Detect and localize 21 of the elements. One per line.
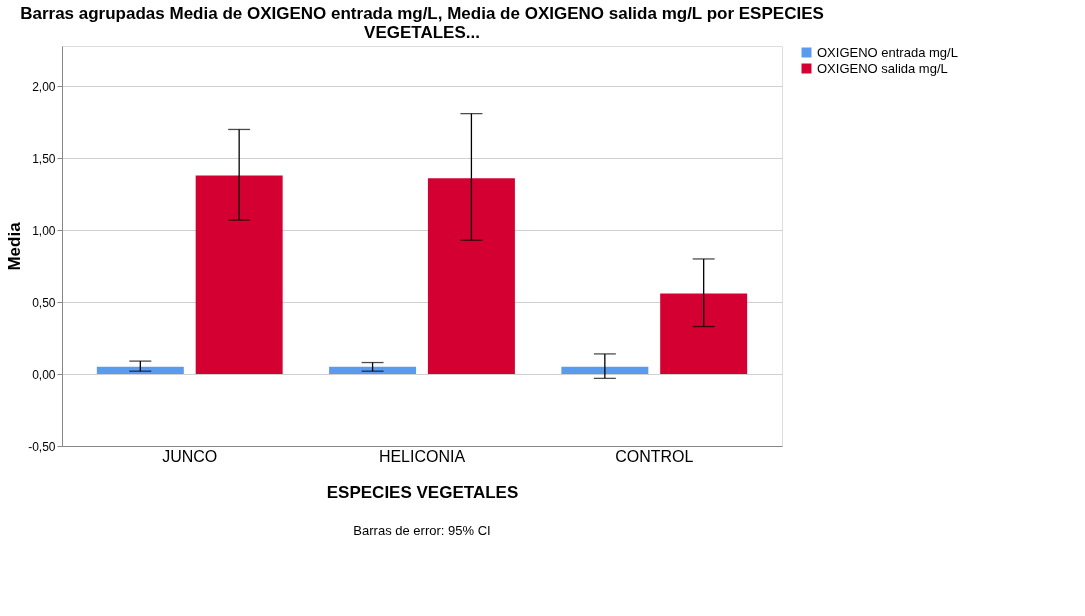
x-tick-label: CONTROL xyxy=(615,447,694,465)
x-axis-title: ESPECIES VEGETALES xyxy=(326,482,519,502)
y-tick-label: -0,50 xyxy=(28,439,56,454)
bar xyxy=(561,366,649,375)
bar xyxy=(329,366,417,375)
text: Barras de error: 95% CI xyxy=(353,523,491,538)
legend-label: OXIGENO entrada mg/L xyxy=(817,44,958,60)
y-tick-label: 1,00 xyxy=(32,223,56,238)
y-tick-label: 1,50 xyxy=(32,151,56,166)
bar xyxy=(96,366,184,375)
x-tick-label: HELICONIA xyxy=(378,447,466,465)
bar xyxy=(195,175,283,375)
bar xyxy=(660,293,748,375)
y-tick-label: 0,00 xyxy=(32,367,56,382)
y-tick-label: 0,50 xyxy=(32,295,56,310)
y-tick-label: 2,00 xyxy=(32,79,56,94)
chart-title: Barras agrupadas Media de OXIGENO entrada mg/L, Media de OXIGENO salida mg/L por ESPECIES VEGETALES... xyxy=(20,4,824,42)
x-tick-label: JUNCO xyxy=(162,447,218,465)
legend-label: OXIGENO salida mg/L xyxy=(817,60,948,76)
y-axis-title: Media xyxy=(5,221,25,271)
bar xyxy=(427,178,515,375)
